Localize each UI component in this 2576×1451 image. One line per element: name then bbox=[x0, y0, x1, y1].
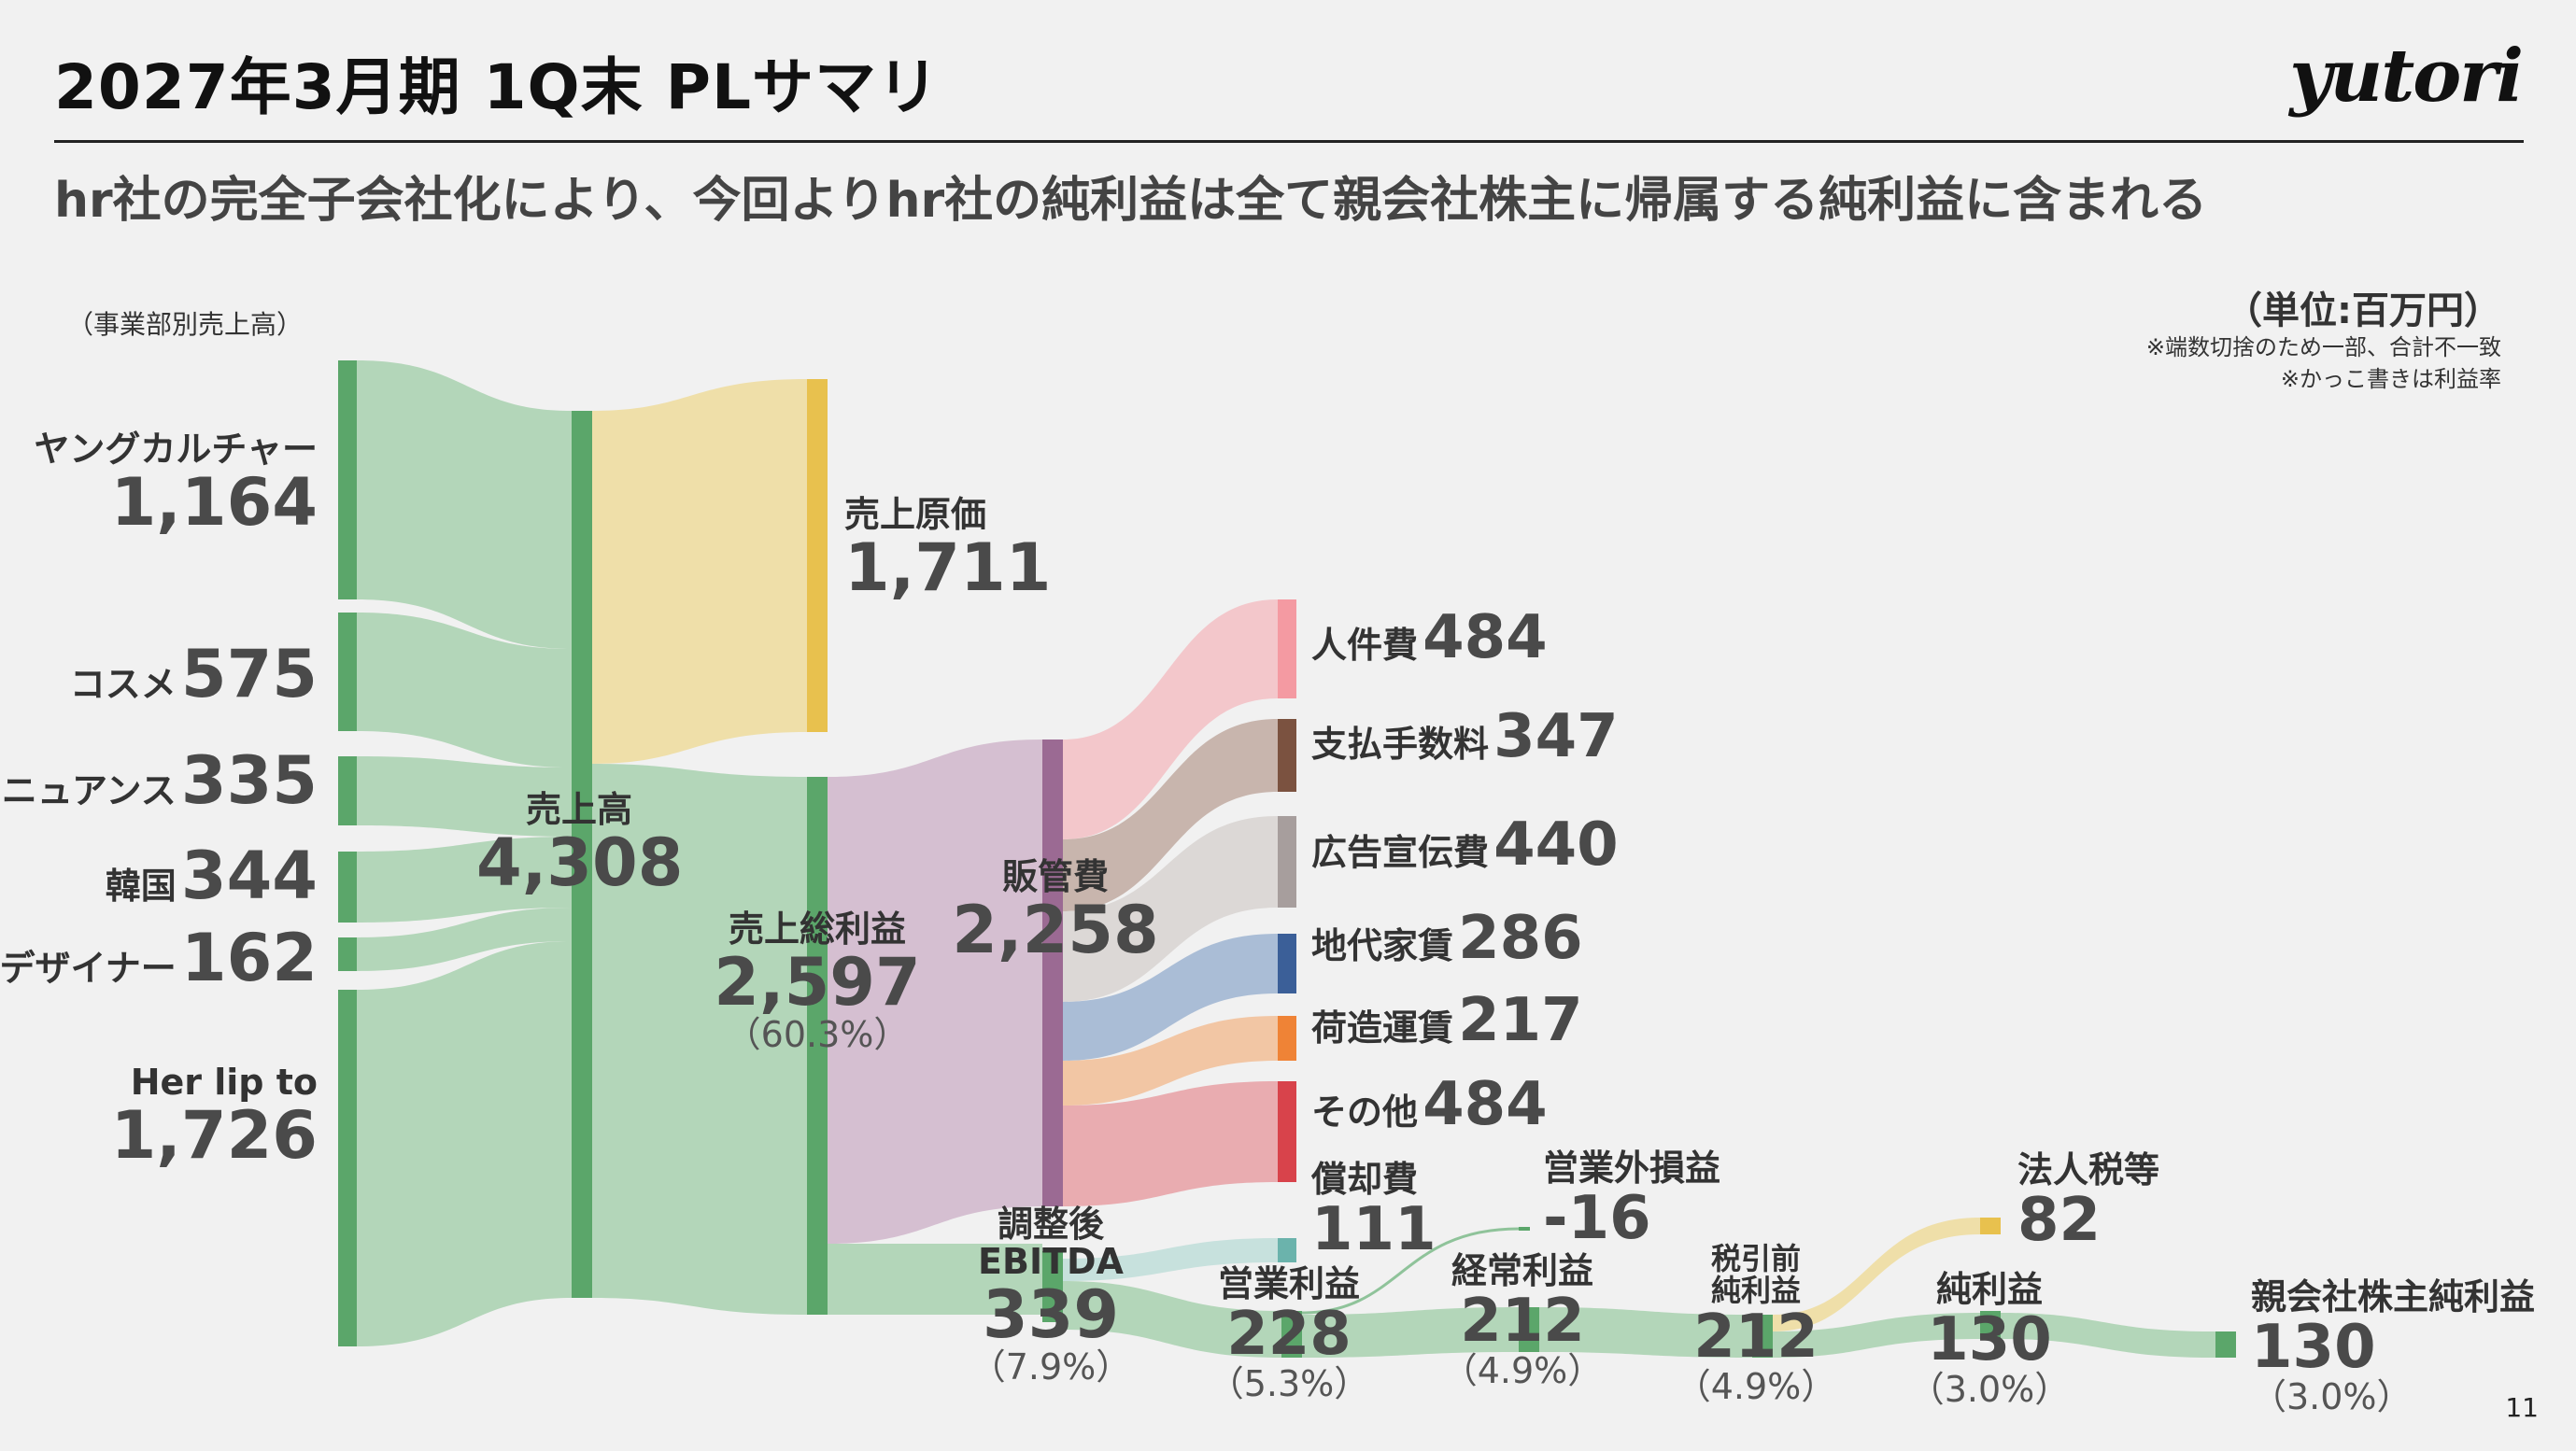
node-shipping bbox=[1278, 1016, 1296, 1061]
label-young-culture: ヤングカルチャー 1,164 bbox=[34, 429, 318, 541]
label-shipping: 荷造運賃 217 bbox=[1311, 986, 1583, 1055]
page-title: 2027年3月期 1Q末 PLサマリ bbox=[54, 51, 941, 123]
flow-herlipto-to-sales bbox=[357, 941, 572, 1346]
node-other bbox=[1278, 1081, 1296, 1182]
label-fees: 支払手数料 347 bbox=[1311, 702, 1619, 771]
flow-sales-to-cogs bbox=[592, 379, 807, 764]
flow-sga-to-other bbox=[1063, 1081, 1278, 1206]
rounding-note: ※端数切捨のため一部、合計不一致 bbox=[2145, 334, 2501, 360]
title-divider bbox=[54, 140, 2524, 143]
flow-ebitda-to-depreciation bbox=[1063, 1238, 1278, 1281]
label-operating-profit: 営業利益 228 （5.3%） bbox=[1208, 1263, 1370, 1405]
label-sales: 売上高 4,308 bbox=[476, 789, 684, 901]
label-non-operating: 営業外損益 -16 bbox=[1543, 1148, 1721, 1253]
node-ebitda bbox=[1042, 1251, 1063, 1322]
label-gross-profit: 売上総利益 2,597 （60.3%） bbox=[714, 909, 921, 1056]
node-personnel bbox=[1278, 599, 1296, 698]
page-number: 11 bbox=[2505, 1392, 2539, 1423]
label-cosme: コスメ 575 bbox=[69, 636, 318, 712]
label-advertising: 広告宣伝費 440 bbox=[1311, 810, 1619, 880]
flow-sales-to-gross-profit bbox=[592, 764, 807, 1315]
label-nuance: ニュアンス 335 bbox=[1, 742, 318, 819]
node-fees bbox=[1278, 719, 1296, 792]
label-other: その他 484 bbox=[1311, 1070, 1548, 1139]
margin-note: ※かっこ書きは利益率 bbox=[2280, 366, 2501, 392]
node-parent-net-profit bbox=[2215, 1331, 2236, 1358]
flow-sga-to-personnel bbox=[1063, 599, 1278, 839]
label-tax: 法人税等 82 bbox=[2017, 1149, 2160, 1255]
flow-operating-profit-to-ordinary-profit bbox=[1302, 1307, 1519, 1358]
page-subtitle: hr社の完全子会社化により、今回よりhr社の純利益は全て親会社株主に帰属する純利… bbox=[54, 173, 2208, 229]
node-depreciation bbox=[1278, 1238, 1296, 1262]
flow-operating-profit-to-non-operating bbox=[1301, 1227, 1520, 1315]
flow-net-to-parent-net bbox=[2001, 1313, 2215, 1358]
flow-nuance-to-sales bbox=[357, 756, 572, 837]
node-tax bbox=[1980, 1218, 2001, 1234]
node-advertising bbox=[1278, 816, 1296, 908]
flow-pretax-to-tax bbox=[1773, 1218, 1980, 1331]
flow-sga-to-advertising bbox=[1063, 816, 1278, 1002]
flow-sga-to-shipping bbox=[1063, 1016, 1278, 1106]
flow-sga-to-fees bbox=[1063, 719, 1278, 911]
node-nuance bbox=[338, 756, 357, 825]
flow-cosme-to-sales bbox=[357, 613, 572, 768]
node-sales bbox=[572, 411, 592, 1298]
label-designer: デザイナー 162 bbox=[0, 920, 318, 996]
flow-ebitda-to-operating-profit bbox=[1063, 1281, 1281, 1358]
label-korea: 韓国 344 bbox=[105, 838, 318, 914]
flow-sga-to-rent bbox=[1063, 934, 1278, 1061]
node-operating-profit bbox=[1281, 1311, 1302, 1358]
label-ebitda: 調整後 EBITDA 339 （7.9%） bbox=[970, 1204, 1132, 1388]
flow-korea-to-sales bbox=[357, 837, 572, 923]
node-ordinary-profit bbox=[1519, 1307, 1539, 1352]
label-cogs: 売上原価 1,711 bbox=[844, 494, 1052, 606]
label-rent: 地代家賃 286 bbox=[1311, 904, 1583, 973]
label-parent-net-profit: 親会社株主純利益 130 （3.0%） bbox=[2251, 1276, 2536, 1418]
node-young-culture bbox=[338, 360, 357, 599]
label-ordinary-profit: 経常利益 212 （4.9%） bbox=[1441, 1250, 1604, 1392]
node-korea bbox=[338, 852, 357, 923]
label-personnel: 人件費 484 bbox=[1311, 603, 1548, 672]
unit-note: （単位:百万円） bbox=[2225, 289, 2501, 332]
segments-caption: （事業部別売上高） bbox=[67, 309, 304, 340]
flow-ordinary-to-pretax bbox=[1539, 1307, 1752, 1358]
node-herlipto bbox=[338, 990, 357, 1346]
node-designer bbox=[338, 937, 357, 971]
node-cogs bbox=[807, 379, 828, 732]
company-logo: yutori bbox=[2289, 34, 2524, 119]
node-net-profit bbox=[1980, 1311, 2001, 1339]
flow-designer-to-sales bbox=[357, 908, 572, 971]
flow-pretax-to-net-profit bbox=[1773, 1313, 1980, 1358]
node-rent bbox=[1278, 934, 1296, 993]
flow-young-culture-to-sales bbox=[357, 360, 572, 649]
flow-gross-profit-to-ebitda bbox=[828, 1244, 1042, 1315]
label-sga: 販管費 2,258 bbox=[952, 856, 1159, 968]
node-pretax-profit bbox=[1752, 1315, 1773, 1358]
node-cosme bbox=[338, 613, 357, 731]
node-gross-profit bbox=[807, 777, 828, 1315]
label-net-profit: 純利益 130 （3.0%） bbox=[1908, 1269, 2071, 1411]
node-sga bbox=[1042, 740, 1063, 1206]
label-herlipto: Her lip to 1,726 bbox=[110, 1062, 318, 1174]
label-pretax-profit: 税引前 純利益 212 （4.9%） bbox=[1675, 1241, 1837, 1408]
node-non-operating bbox=[1519, 1227, 1530, 1231]
flow-gross-profit-to-sga bbox=[828, 740, 1042, 1244]
label-depreciation: 償却費 111 bbox=[1311, 1159, 1437, 1264]
